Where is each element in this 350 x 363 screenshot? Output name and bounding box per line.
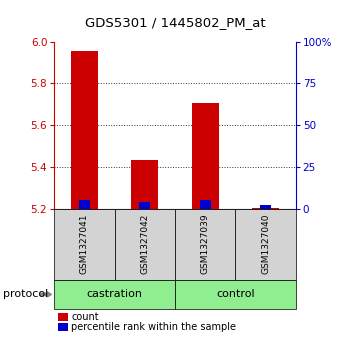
- Bar: [79, 200, 90, 209]
- Bar: [131, 160, 159, 209]
- Text: GDS5301 / 1445802_PM_at: GDS5301 / 1445802_PM_at: [85, 16, 265, 29]
- Text: castration: castration: [87, 289, 143, 299]
- Bar: [252, 208, 279, 209]
- Text: GSM1327042: GSM1327042: [140, 214, 149, 274]
- Bar: [139, 202, 150, 209]
- Text: GSM1327040: GSM1327040: [261, 214, 270, 274]
- Text: protocol: protocol: [4, 289, 49, 299]
- Text: GSM1327041: GSM1327041: [80, 214, 89, 274]
- Text: control: control: [216, 289, 255, 299]
- Bar: [71, 51, 98, 209]
- Bar: [191, 103, 219, 209]
- Bar: [200, 200, 211, 209]
- Text: percentile rank within the sample: percentile rank within the sample: [71, 322, 236, 332]
- Text: count: count: [71, 312, 99, 322]
- Bar: [260, 205, 271, 209]
- Text: GSM1327039: GSM1327039: [201, 214, 210, 274]
